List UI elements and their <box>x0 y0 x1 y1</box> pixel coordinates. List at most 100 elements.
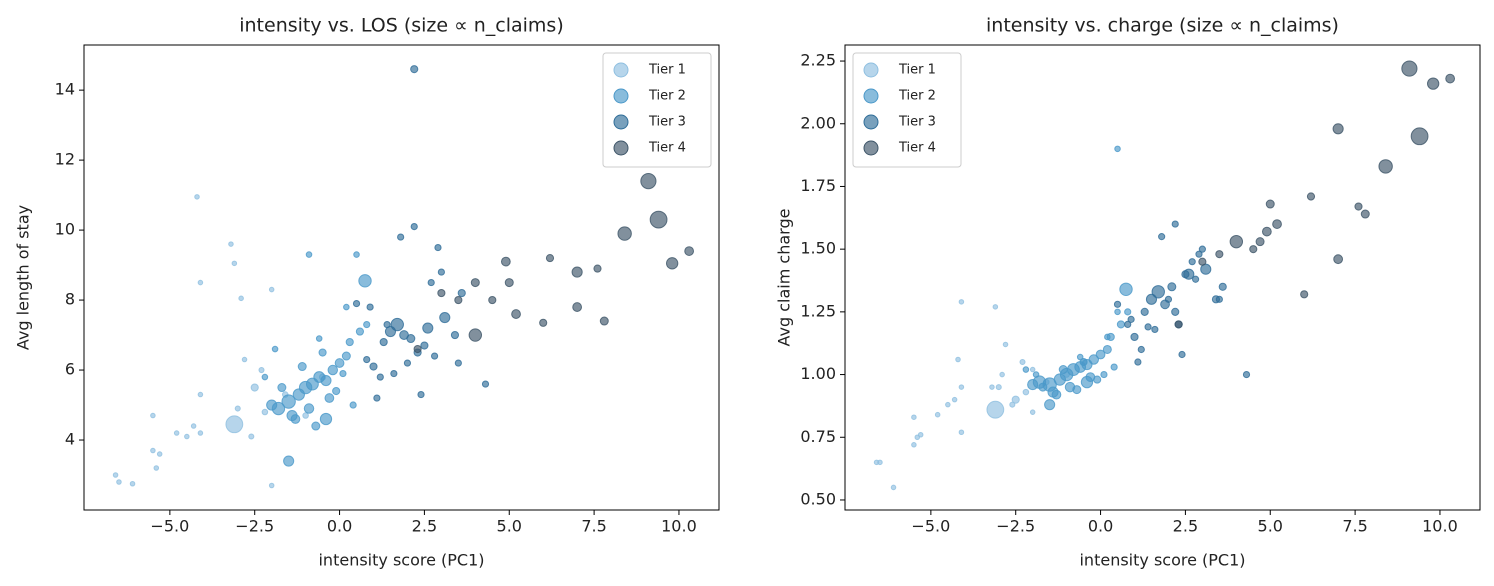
scatter-point <box>390 369 398 378</box>
scatter-point <box>1114 145 1121 153</box>
scatter-point <box>468 328 483 342</box>
scatter-point <box>439 312 451 324</box>
scatter-point <box>1178 350 1186 359</box>
scatter-point <box>877 459 883 466</box>
y-axis-label: Avg length of stay <box>14 205 33 350</box>
x-tick-label: 7.5 <box>581 517 606 536</box>
scatter-point <box>197 430 204 436</box>
scatter-point <box>1360 209 1370 219</box>
scatter-point <box>1114 308 1121 316</box>
scatter-point <box>1044 399 1056 411</box>
x-tick-label: 2.5 <box>1173 517 1198 536</box>
scatter-point <box>958 384 965 390</box>
scatter-point <box>1104 333 1111 341</box>
legend-label: Tier 4 <box>898 141 936 156</box>
scatter-point <box>302 412 309 419</box>
scatter-point <box>1333 254 1344 265</box>
legend-marker <box>863 140 879 156</box>
scatter-point <box>250 383 259 392</box>
scatter-point <box>1255 237 1265 247</box>
scatter-point <box>150 447 156 454</box>
scatter-point <box>290 414 301 424</box>
scatter-point <box>1218 282 1227 291</box>
y-tick-label: 2.25 <box>800 51 836 70</box>
y-axis-label: Avg claim charge <box>775 209 794 347</box>
scatter-point <box>434 243 442 252</box>
x-tick-label: −5.0 <box>911 517 950 536</box>
scatter-point <box>457 288 466 298</box>
scatter-point <box>1164 295 1173 303</box>
y-tick-label: 1.75 <box>800 176 836 195</box>
scatter-point <box>383 320 391 329</box>
legend-marker <box>863 114 879 130</box>
scatter-point <box>1124 320 1132 328</box>
y-tick-label: 12 <box>55 150 75 169</box>
scatter-point <box>343 303 350 311</box>
scatter-point <box>1022 388 1030 396</box>
scatter-point <box>1249 245 1258 254</box>
scatter-point <box>640 173 657 190</box>
scatter-point <box>363 320 371 329</box>
scatter-point <box>1265 199 1275 209</box>
scatter-point <box>379 337 388 347</box>
y-tick-label: 0.75 <box>800 427 836 446</box>
scatter-point <box>315 335 323 342</box>
scatter-point <box>261 408 269 416</box>
legend-label: Tier 3 <box>648 115 686 130</box>
legend-label: Tier 2 <box>898 89 936 104</box>
scatter-point <box>1198 245 1206 253</box>
scatter-point <box>1410 127 1429 146</box>
scatter-point <box>481 380 490 388</box>
scatter-point <box>955 356 961 363</box>
scatter-point <box>1188 258 1196 266</box>
scatter-point <box>403 359 412 367</box>
scatter-point <box>911 414 917 420</box>
scatter-point <box>1110 363 1118 371</box>
scatter-point <box>248 433 255 440</box>
subplot: intensity vs. LOS (size ∝ n_claims)inten… <box>14 15 720 570</box>
scatter-point <box>303 403 315 414</box>
x-tick-label: 5.0 <box>1258 517 1283 536</box>
scatter-point <box>1076 353 1084 361</box>
scatter-point <box>1144 323 1152 331</box>
legend-frame <box>852 52 962 168</box>
x-axis-label: intensity score (PC1) <box>1079 551 1245 570</box>
scatter-point <box>890 484 897 491</box>
scatter-point <box>593 264 602 273</box>
scatter-point <box>112 472 119 478</box>
scatter-point <box>545 254 555 263</box>
legend-label: Tier 1 <box>898 63 936 78</box>
scatter-point <box>184 433 190 440</box>
legend-frame <box>602 52 712 168</box>
y-tick-label: 8 <box>65 290 75 309</box>
scatter-point <box>305 251 313 258</box>
scatter-point <box>684 246 695 256</box>
scatter-point <box>511 309 521 319</box>
scatter-point <box>153 465 160 471</box>
scatter-point <box>437 288 446 298</box>
scatter-point <box>999 371 1005 378</box>
scatter-point <box>1088 354 1100 365</box>
scatter-point <box>1002 341 1009 348</box>
scatter-point <box>261 373 269 381</box>
scatter-point <box>1378 159 1393 174</box>
scatter-point <box>951 396 958 403</box>
legend-marker <box>863 88 879 104</box>
scatter-point <box>352 299 361 308</box>
scatter-point <box>225 415 244 434</box>
scatter-point <box>268 482 275 489</box>
scatter-point <box>1130 332 1139 342</box>
scatter-point <box>1167 282 1177 292</box>
scatter-point <box>1427 77 1440 90</box>
scatter-point <box>1195 250 1203 258</box>
scatter-point <box>1102 344 1112 354</box>
scatter-point <box>410 65 419 74</box>
scatter-point <box>1200 263 1212 275</box>
scatter-point <box>173 430 180 436</box>
scatter-point <box>617 226 632 241</box>
scatter-point <box>450 330 460 340</box>
scatter-point <box>1032 371 1040 378</box>
scatter-point <box>1100 370 1108 379</box>
scatter-point <box>353 251 360 258</box>
